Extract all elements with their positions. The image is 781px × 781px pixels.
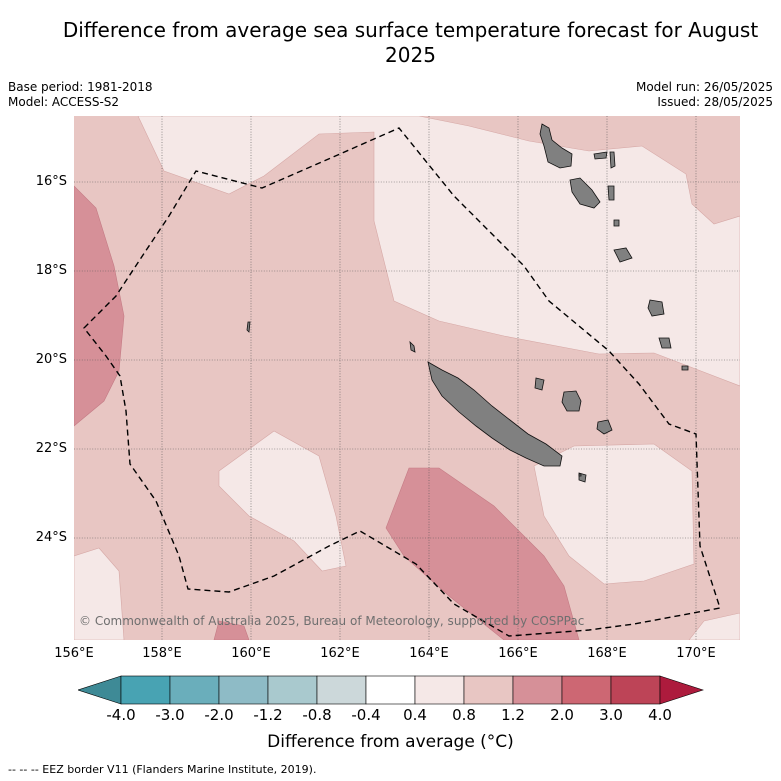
longitude-label-168e: 168°E [587,646,627,661]
latitude-label-22s: 22°S [35,441,67,456]
meta-left: Base period: 1981-2018 Model: ACCESS-S2 [8,80,153,110]
graticule [74,116,740,640]
anomaly-band-0.4-0.8-east [533,443,695,585]
latitude-label-24s: 24°S [35,530,67,545]
hunter-island [681,365,689,371]
lifou-island [561,390,582,412]
meta-right: Model run: 26/05/2025 Issued: 28/05/2025 [636,80,773,110]
matthew-island [578,473,582,477]
colorbar-segment [120,675,171,705]
issued-date: Issued: 28/05/2025 [657,95,773,109]
longitude-label-160e: 160°E [231,646,271,661]
colorbar-arrow-low [77,675,122,705]
colorbar-tick-label: 4.0 [648,706,672,724]
colorbar-segment [512,675,563,705]
colorbar-arrow-high [659,675,704,705]
new-caledonia-mainland [427,361,563,467]
latitude-label-16s: 16°S [35,174,67,189]
epi-island [613,219,620,227]
belep-islands [409,340,416,353]
eez-border [83,127,721,637]
malekula [569,177,601,209]
colorbar-segment [218,675,269,705]
eez-legend-footnote: -- -- -- EEZ border V11 (Flanders Marine… [8,763,317,776]
colorbar-segment [169,675,220,705]
colorbar-tick-label: 1.2 [501,706,525,724]
colorbar-tick-label: -1.2 [253,706,283,724]
longitude-label-158e: 158°E [142,646,182,661]
anomaly-band-0.4-0.8-north [137,116,740,387]
latitude-label-18s: 18°S [35,263,67,278]
map-canvas [74,116,740,640]
efate [613,247,633,263]
colorbar-segment [463,675,514,705]
pentecost-island [607,185,615,201]
colorbar-tick-label: -0.4 [351,706,381,724]
longitude-label-162e: 162°E [320,646,360,661]
base-period: Base period: 1981-2018 [8,80,153,94]
longitude-label-170e: 170°E [676,646,716,661]
latitude-label-20s: 20°S [35,352,67,367]
map-title: Difference from average sea surface temp… [62,18,759,67]
colorbar-segment [267,675,318,705]
tanna [658,337,672,349]
ambae-island [593,151,608,160]
anomaly-band-0.4-0.8-southwest [74,547,125,640]
ouvea-island [534,377,545,391]
mare-island [596,419,613,435]
colorbar-segment [610,675,661,705]
colorbar-tick-label: 0.4 [403,706,427,724]
colorbar-graphic [77,675,704,705]
copyright-credit: © Commonwealth of Australia 2025, Bureau… [79,614,585,628]
anomaly-band-0.4-0.8-southeast [688,612,740,640]
longitude-label-164e: 164°E [409,646,449,661]
colorbar-tick-label: -3.0 [155,706,185,724]
colorbar [77,675,704,709]
colorbar-tick-label: 3.0 [599,706,623,724]
colorbar-segment [561,675,612,705]
colorbar-tick-label: -0.8 [302,706,332,724]
anomaly-band-1.2-2.0-southwest [213,620,250,640]
erromango [647,299,665,317]
maewo-island [609,151,616,169]
colorbar-title: Difference from average (°C) [267,732,514,752]
landmasses [246,123,689,483]
chesterfield-reef [246,321,251,333]
model-name: Model: ACCESS-S2 [8,95,120,109]
model-run: Model run: 26/05/2025 [635,80,773,94]
colorbar-tick-label: 2.0 [550,706,574,724]
colorbar-segment [365,675,416,705]
colorbar-segment [414,675,465,705]
espiritu-santo [539,123,573,169]
longitude-label-156e: 156°E [54,646,94,661]
colorbar-tick-label: 0.8 [452,706,476,724]
colorbar-segment [316,675,367,705]
anomaly-band-0.4-0.8-west [218,430,347,572]
colorbar-tick-label: -2.0 [204,706,234,724]
colorbar-tick-label: -4.0 [106,706,136,724]
sst-anomaly-map [74,116,740,640]
anomaly-band-1.2-2.0-west [74,185,125,427]
longitude-label-166e: 166°E [498,646,538,661]
